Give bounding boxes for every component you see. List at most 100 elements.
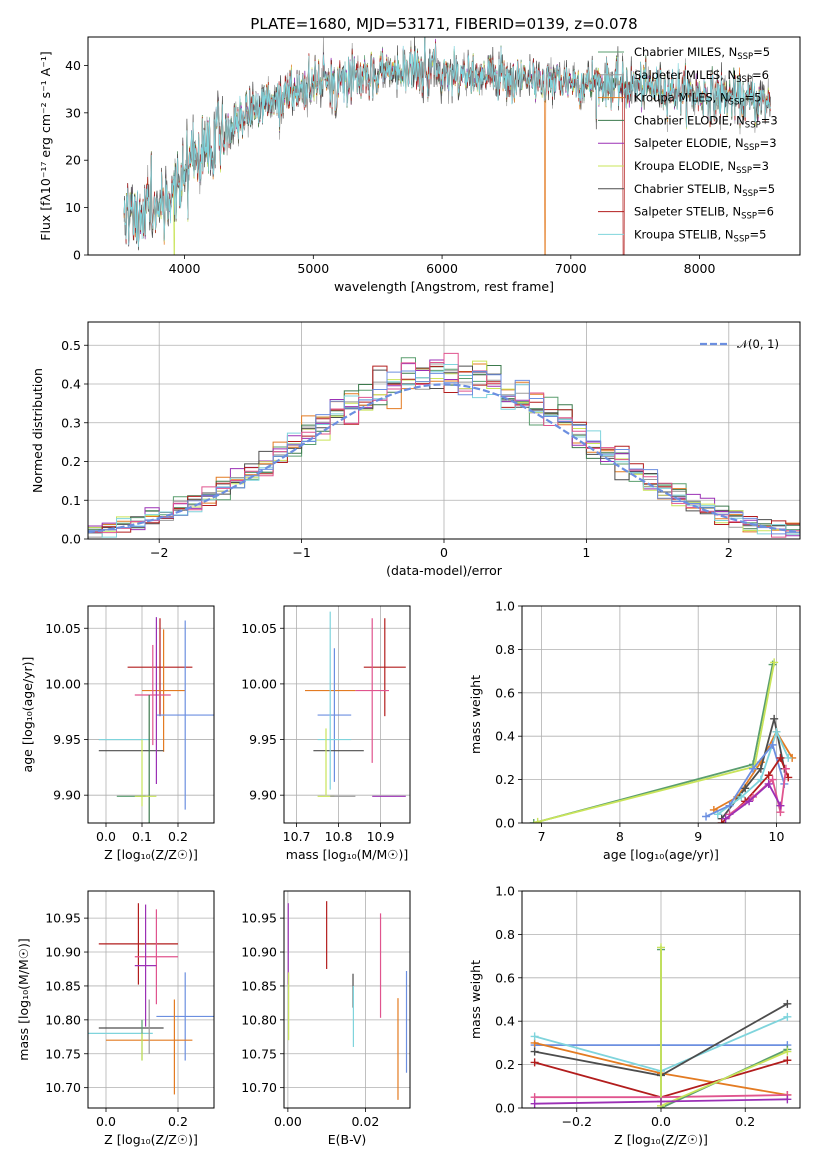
residual-histogram-panel: −2 −1 0 1 2 0.0 0.1 0.2 0.3 0.4 0.5 (data-model)/er… [30, 321, 801, 578]
y-tick-label: 0.5 [61, 338, 81, 353]
mass-weight-marker [721, 814, 730, 823]
x-axis-label: (data-model)/error [386, 563, 503, 578]
legend-entry: Salpeter ELODIE, NSSP=3 [634, 136, 777, 153]
x-tick-label: 0.0 [96, 829, 116, 844]
x-tick-label: 2 [725, 545, 733, 560]
y-tick-label: 1.0 [495, 884, 515, 899]
mass-weight-vs-age-panel: 7 8 9 10 0.0 0.2 0.4 0.6 0.8 1.0 age [log₁₀(age/yr… [468, 599, 801, 862]
error-bar-point [142, 629, 186, 752]
legend: Chabrier MILES, NSSP=5 Salpeter MILES, NS… [598, 45, 778, 244]
x-axis-label: Z [log₁₀(Z/Z☉)] [104, 847, 198, 862]
y-axis-label: Flux [fλ10⁻¹⁷ erg cm⁻² s⁻¹ A⁻¹] [38, 51, 53, 240]
mass-weight-marker [770, 658, 779, 667]
y-tick-label: 0.0 [61, 532, 81, 547]
mass-weight-marker [770, 714, 779, 723]
mass-weight-marker [530, 1032, 539, 1041]
x-tick-label: 10.7 [283, 829, 311, 844]
x-tick-label: 0.00 [274, 1114, 302, 1129]
mass-weight-marker [529, 819, 538, 823]
age-vs-mass-plot-area [305, 611, 406, 797]
mass-weight-marker [702, 812, 711, 821]
legend-entry: Kroupa MILES, NSSP=5 [634, 91, 761, 108]
y-tick-label: 10.05 [45, 621, 81, 636]
x-tick-label: 0.0 [96, 1114, 116, 1129]
mass-weight-marker [783, 1012, 792, 1021]
mass-vs-EBV-panel: 0.00 0.02 10.70 10.75 10.80 10.85 10.90 10.95 E(… [241, 890, 411, 1147]
mass-weight-marker [749, 764, 758, 773]
mass-weight-marker [783, 1047, 792, 1056]
mass-weight-marker [781, 764, 790, 773]
x-axis-label: wavelength [Angstrom, rest frame] [334, 279, 554, 294]
y-tick-label: 10.05 [241, 621, 277, 636]
y-axis-label: Normed distribution [30, 368, 45, 493]
mass-weight-marker [783, 999, 792, 1008]
y-tick-label: 10.75 [241, 1046, 277, 1061]
mass-weight-marker [768, 740, 777, 749]
mass-weight-marker [783, 1095, 792, 1104]
spectrum-panel: 4000 5000 6000 7000 8000 0 10 20 30 40 wavelength … [38, 36, 801, 294]
legend-entry: Kroupa ELODIE, NSSP=3 [634, 159, 769, 176]
x-tick-label: 0.2 [735, 1114, 755, 1129]
spectrum-line [123, 37, 771, 248]
mass-weight-vs-Z-plot-area [530, 943, 792, 1108]
age-vs-Z-panel: 0.0 0.1 0.2 9.90 9.95 10.00 10.05 Z [log₁₀(Z/Z☉… [20, 605, 215, 862]
mass-weight-marker [768, 775, 777, 784]
y-tick-label: 0.2 [495, 772, 515, 787]
y-tick-label: 0.6 [495, 685, 515, 700]
mass-weight-marker [756, 775, 765, 784]
x-tick-label: 0.0 [651, 1114, 671, 1129]
mass-weight-marker [530, 1047, 539, 1056]
y-axis-label: mass [log₁₀(M/M☉)] [16, 938, 31, 1060]
y-tick-label: 1.0 [495, 599, 515, 614]
y-tick-label: 9.90 [249, 788, 277, 803]
x-axis-label: mass [log₁₀(M/M☉)] [286, 847, 408, 862]
mass-weight-marker [657, 943, 665, 952]
legend-entry: Chabrier STELIB, NSSP=5 [634, 182, 775, 199]
y-tick-label: 40 [65, 58, 81, 73]
mass-weight-marker [530, 1099, 539, 1108]
x-tick-label: 7 [538, 829, 546, 844]
mass-weight-marker [764, 771, 773, 780]
figure-title: PLATE=1680, MJD=53171, FIBERID=0139, z=0… [250, 15, 637, 33]
mass-weight-vs-Z-panel: −0.2 0.0 0.2 0.0 0.2 0.4 0.6 0.8 1.0 Z [log₁₀(Z/Z… [468, 884, 801, 1147]
x-tick-label: 6000 [426, 261, 458, 276]
error-bar-point [134, 644, 171, 746]
y-axis-label: mass weight [468, 960, 483, 1039]
x-axis-label: Z [log₁₀(Z/Z☉)] [614, 1132, 708, 1147]
residual-histogram-plot-area [88, 352, 800, 538]
x-tick-label: 10 [769, 829, 785, 844]
mass-weight-marker [784, 753, 793, 762]
x-tick-label: 0.1 [132, 829, 152, 844]
mass-vs-EBV-plot-area [287, 901, 408, 1100]
axes-frame [521, 605, 801, 824]
mass-weight-marker [533, 817, 542, 823]
error-bar-point [134, 904, 157, 1027]
y-tick-label: 10.00 [241, 676, 277, 691]
y-tick-label: 10 [65, 200, 81, 215]
axes-frame [521, 890, 801, 1109]
legend-entry: Chabrier ELODIE, NSSP=3 [634, 113, 778, 130]
x-tick-label: 0.02 [351, 1114, 379, 1129]
mass-weight-marker [725, 801, 734, 810]
axes-frame [87, 321, 801, 540]
mass-vs-Z-panel: 0.0 0.2 10.70 10.75 10.80 10.85 10.90 10.95 Z [l… [16, 890, 215, 1147]
y-tick-label: 0.0 [495, 1101, 515, 1116]
y-tick-label: 10.85 [45, 978, 81, 993]
legend-entry: Chabrier MILES, NSSP=5 [634, 45, 770, 62]
mass-weight-marker [783, 1056, 792, 1065]
y-tick-label: 30 [65, 105, 81, 120]
x-axis-label: age [log₁₀(age/yr)] [603, 847, 719, 862]
mass-weight-marker [657, 1097, 665, 1106]
y-tick-label: 10.95 [241, 911, 277, 926]
mass-weight-marker [737, 792, 746, 801]
y-axis-label: age [log₁₀(age/yr)] [20, 657, 35, 773]
error-bar-point [134, 909, 178, 1005]
error-bar-point [363, 618, 406, 717]
axes-frame [283, 890, 411, 1109]
histogram-step [88, 370, 800, 535]
x-tick-label: −2 [150, 545, 168, 560]
y-tick-label: 10.85 [241, 978, 277, 993]
age-vs-mass-panel: 10.7 10.8 10.9 9.90 9.95 10.00 10.05 mass [log₁… [241, 605, 411, 862]
y-tick-label: 0.1 [61, 493, 81, 508]
